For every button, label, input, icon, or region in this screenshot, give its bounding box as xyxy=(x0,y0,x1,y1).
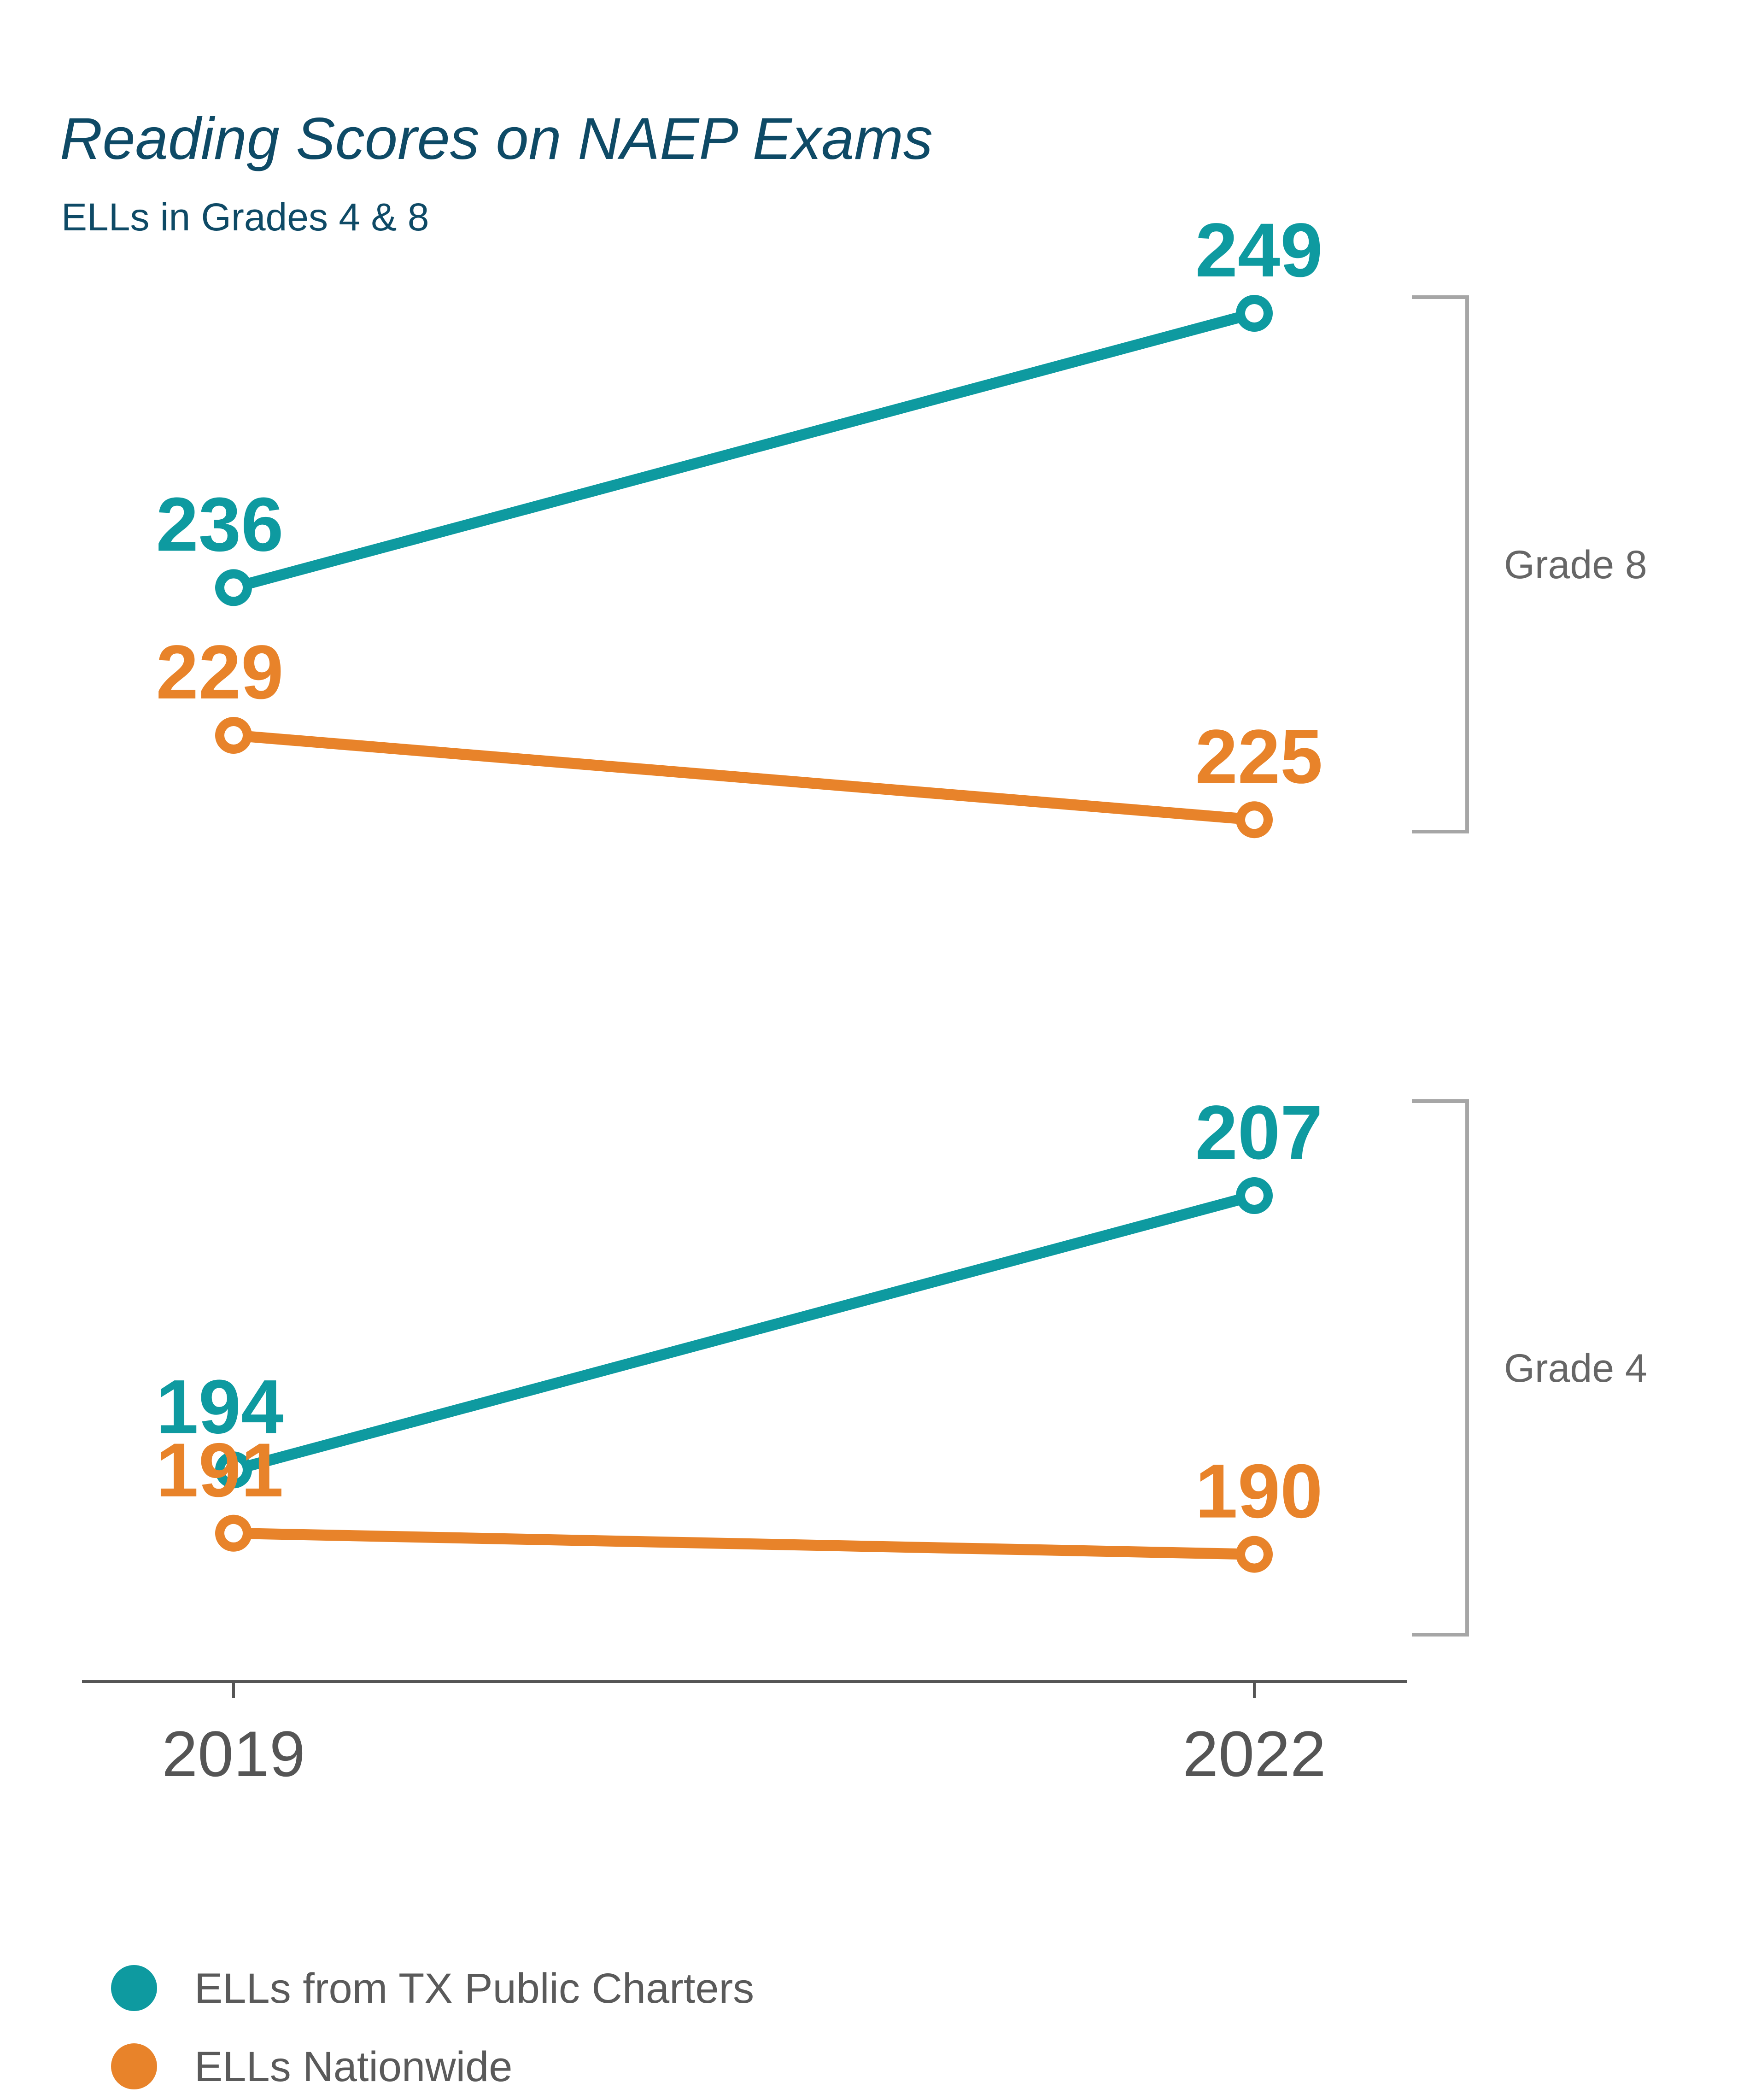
data-label: 249 xyxy=(1195,208,1323,293)
series-line xyxy=(228,1190,1260,1476)
data-point xyxy=(1236,295,1273,332)
data-label: 229 xyxy=(156,630,284,715)
legend-swatch xyxy=(111,2043,157,2089)
series-line xyxy=(228,730,1260,826)
series-line xyxy=(228,308,1260,593)
data-point xyxy=(1236,1177,1273,1214)
chart-subtitle: ELLs in Grades 4 & 8 xyxy=(61,195,429,239)
legend-label: ELLs from TX Public Charters xyxy=(194,1965,754,2012)
data-label: 207 xyxy=(1195,1090,1323,1175)
grade-label: Grade 4 xyxy=(1504,1346,1647,1390)
data-label: 191 xyxy=(156,1428,284,1513)
series-line xyxy=(228,1527,1260,1560)
data-point xyxy=(1236,801,1273,839)
legend-label: ELLs Nationwide xyxy=(194,2043,512,2090)
data-point xyxy=(1236,1536,1273,1573)
data-label: 194 xyxy=(156,1364,284,1449)
legend-swatch xyxy=(111,1965,157,2011)
x-tick-label: 2022 xyxy=(1182,1718,1326,1790)
grade-label: Grade 8 xyxy=(1504,543,1647,587)
grade-bracket xyxy=(1412,1099,1469,1637)
data-label: 236 xyxy=(156,482,284,567)
data-point xyxy=(215,717,252,754)
grade-bracket xyxy=(1412,295,1469,833)
plot-area: 2019 2022 Grade 8 236 249 229 225 Grade 4 194 207… xyxy=(82,208,1647,1790)
chart-title: Reading Scores on NAEP Exams xyxy=(60,106,933,172)
data-point xyxy=(215,1451,252,1489)
data-point xyxy=(215,1514,252,1552)
x-tick-label: 2019 xyxy=(162,1718,305,1790)
data-label: 190 xyxy=(1195,1449,1323,1534)
legend: ELLs from TX Public Charters ELLs Nationw… xyxy=(111,1965,754,2090)
data-point xyxy=(215,569,252,606)
data-label: 225 xyxy=(1195,714,1323,799)
